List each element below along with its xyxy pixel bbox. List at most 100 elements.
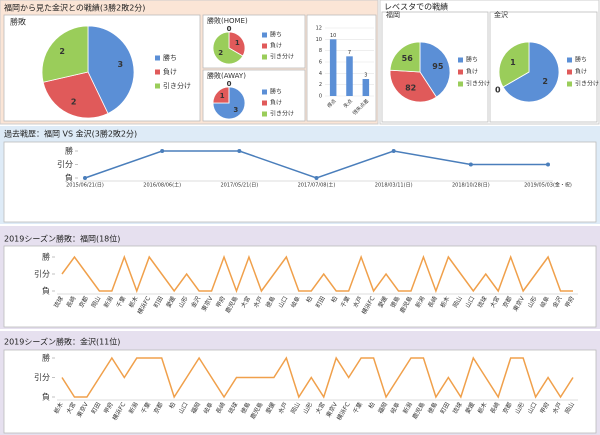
pie-value-label: 2 <box>59 47 65 56</box>
y-tick-label: 負 <box>42 392 50 402</box>
legend-label: 引き分け <box>270 110 294 118</box>
result-line <box>61 356 574 399</box>
bar-value-label: 10 <box>330 33 336 39</box>
x-tick-label: 2017/07/08(土) <box>298 182 336 189</box>
chart-title: 2019シーズン勝敗：金沢(11位) <box>4 337 120 347</box>
pie-slice <box>389 69 437 103</box>
pie-slice <box>389 41 421 73</box>
pie-value-label: 2 <box>71 97 77 106</box>
x-tick-label: 2019/05/03(金・祝) <box>524 182 572 189</box>
x-tick-label: 2016/08/06(土) <box>143 182 181 189</box>
pie-value-label: 0 <box>227 25 232 33</box>
y-tick-label: 勝 <box>42 353 50 363</box>
x-tick-label: 2017/05/21(日) <box>220 183 258 189</box>
pie-value-label: 0 <box>495 86 501 95</box>
y-tick-label: 2 <box>319 82 322 88</box>
legend-swatch <box>567 81 572 87</box>
legend-swatch <box>458 57 463 63</box>
point <box>314 176 319 180</box>
legend-label: 勝ち <box>575 56 587 64</box>
y-tick-label: 引分 <box>34 270 50 279</box>
point <box>391 149 396 153</box>
chart-title: 過去戦歴：福岡 VS 金沢(3勝2敗2分) <box>4 129 137 139</box>
y-tick-label: 引分 <box>34 373 50 382</box>
legend-swatch <box>458 69 463 75</box>
legend-swatch <box>567 57 572 63</box>
x-tick-label: 2018/10/28(日) <box>452 183 490 189</box>
legend-swatch <box>262 100 267 106</box>
legend-label: 負け <box>575 68 587 76</box>
x-tick-label: 2018/03/11(日) <box>375 183 413 189</box>
pie-value-label: 1 <box>510 58 516 67</box>
y-tick-label: 10 <box>316 37 322 43</box>
legend-swatch <box>262 89 267 95</box>
pie-value-label: 82 <box>405 84 416 93</box>
legend-label: 勝ち <box>270 31 282 39</box>
legend-label: 負け <box>163 67 177 76</box>
point <box>546 162 550 167</box>
legend-label: 引き分け <box>466 80 490 88</box>
pie-slice <box>87 25 135 114</box>
pie-value-label: 2 <box>542 77 548 86</box>
legend-swatch <box>155 69 160 75</box>
panel <box>306 14 377 122</box>
pie-slice <box>41 25 89 83</box>
pie-title: 福岡 <box>386 10 400 19</box>
y-tick-label: 6 <box>319 60 322 66</box>
pie-value-label: 1 <box>220 92 225 100</box>
pie-title: 勝敗(HOME) <box>207 16 248 25</box>
bar <box>362 79 370 96</box>
pie-value-label: 3 <box>118 60 124 69</box>
pie-value-label: 56 <box>402 54 414 63</box>
bar <box>329 39 337 96</box>
legend-swatch <box>262 32 267 38</box>
pie-value-label: 3 <box>233 106 238 114</box>
y-tick-label: 負 <box>65 173 73 183</box>
point <box>468 162 473 167</box>
legend-swatch <box>567 69 572 75</box>
legend-label: 引き分け <box>270 53 294 61</box>
section-title: レベスタでの戦績 <box>384 2 448 12</box>
y-tick-label: 12 <box>316 26 322 32</box>
pie-slice <box>502 41 560 103</box>
pie-slice <box>42 71 109 119</box>
legend-label: 負け <box>466 68 478 76</box>
pie-slice <box>212 86 246 120</box>
y-tick-label: 負 <box>42 286 50 296</box>
legend-label: 負け <box>270 99 282 107</box>
result-line <box>61 254 573 294</box>
legend-swatch <box>155 83 160 89</box>
panel <box>3 141 597 223</box>
pie-value-label: 2 <box>218 49 223 57</box>
y-tick-label: 8 <box>319 48 322 54</box>
y-tick-label: 勝 <box>65 146 73 156</box>
y-tick-label: 引分 <box>57 160 73 169</box>
pie-value-label: 95 <box>432 62 444 71</box>
pie-slice <box>498 41 530 88</box>
point <box>160 149 165 153</box>
pie-value-label: 1 <box>235 39 240 47</box>
section-title: 福岡から見た金沢との戦績(3勝2敗2分) <box>4 3 145 13</box>
bar <box>346 56 353 96</box>
x-tick-label: 柏 <box>367 401 377 410</box>
legend-swatch <box>262 111 267 117</box>
pie-title: 勝敗 <box>10 17 26 27</box>
panel <box>3 245 597 328</box>
legend-label: 勝ち <box>163 53 177 62</box>
x-tick-label: 2015/06/21(日) <box>66 183 104 189</box>
pie-slice <box>212 31 244 65</box>
pie-value-label: 0 <box>227 80 232 88</box>
panel <box>3 349 597 434</box>
bar-value-label: 3 <box>364 73 367 79</box>
pie-title: 勝敗(AWAY) <box>207 71 246 80</box>
y-tick-label: 4 <box>319 71 322 77</box>
chart-title: 2019シーズン勝敗：福岡(18位) <box>4 234 120 244</box>
legend-label: 引き分け <box>575 80 599 88</box>
legend-label: 勝ち <box>270 88 282 96</box>
legend-swatch <box>155 55 160 61</box>
legend-swatch <box>458 81 463 87</box>
x-tick-label: 柏 <box>167 401 177 410</box>
legend-label: 勝ち <box>466 56 478 64</box>
legend-swatch <box>262 43 267 49</box>
